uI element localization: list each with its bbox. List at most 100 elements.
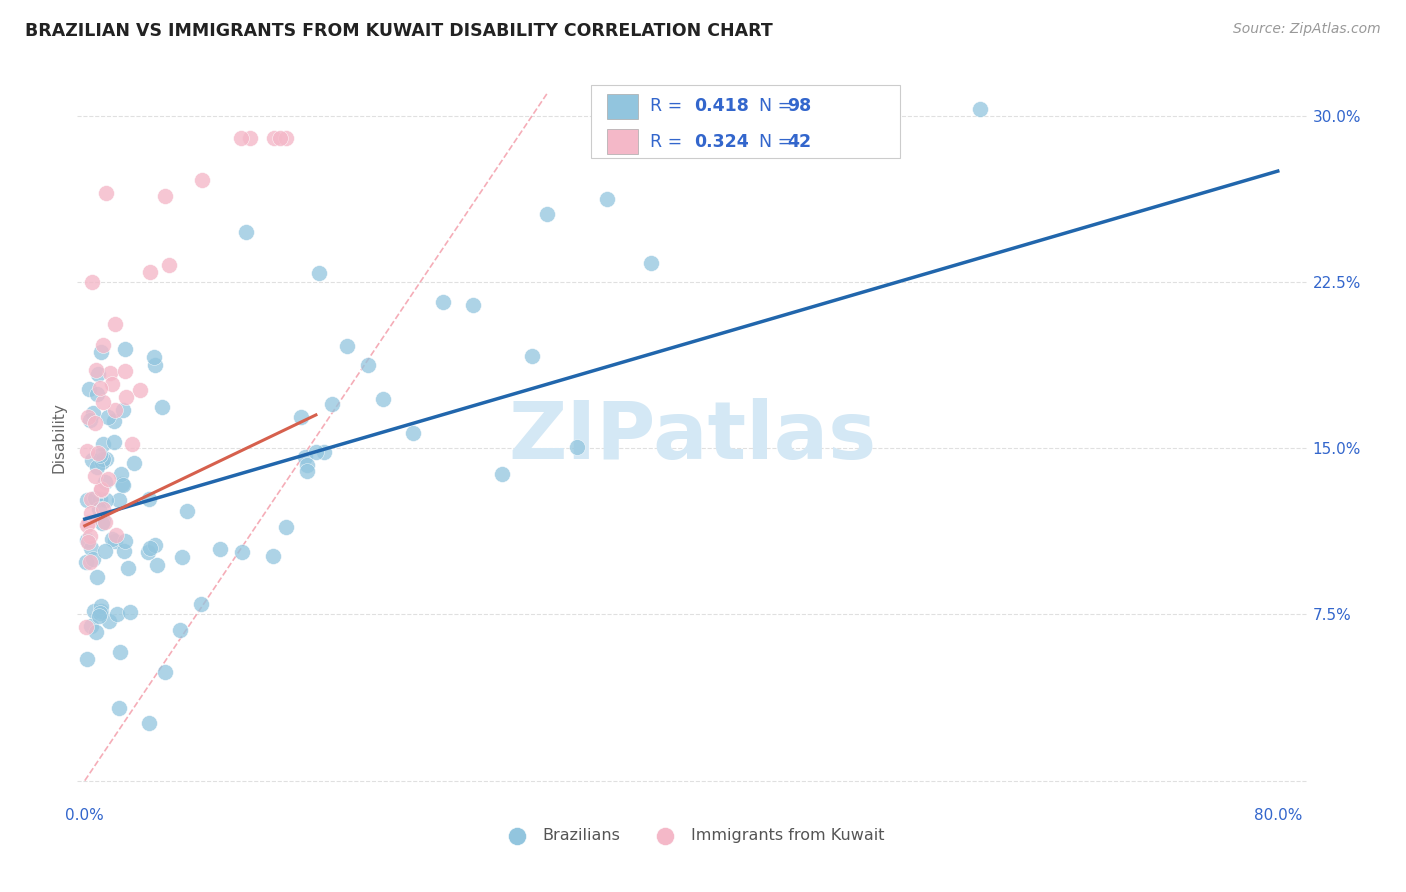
Point bbox=[336, 338, 359, 352]
Point bbox=[138, 545, 160, 559]
Point bbox=[76, 518, 98, 533]
Point bbox=[86, 446, 108, 460]
Point bbox=[103, 413, 125, 427]
Point bbox=[150, 401, 173, 415]
Point bbox=[155, 665, 177, 680]
Point bbox=[321, 397, 343, 411]
Point bbox=[77, 515, 100, 529]
Point bbox=[114, 342, 136, 356]
Text: 0.324: 0.324 bbox=[695, 133, 749, 151]
Point bbox=[80, 506, 103, 520]
Point bbox=[101, 532, 124, 546]
Point bbox=[117, 560, 139, 574]
Point bbox=[79, 555, 101, 569]
Text: N =: N = bbox=[748, 133, 797, 151]
Point bbox=[112, 402, 135, 417]
Text: N =: N = bbox=[748, 97, 797, 115]
Point bbox=[90, 483, 112, 498]
Point bbox=[169, 623, 191, 637]
Point bbox=[138, 492, 160, 507]
Point bbox=[86, 459, 108, 474]
Text: ZIPatlas: ZIPatlas bbox=[509, 398, 876, 476]
Point bbox=[94, 451, 117, 466]
Point bbox=[231, 131, 253, 145]
Text: 0.418: 0.418 bbox=[695, 97, 749, 115]
Point bbox=[108, 493, 131, 508]
Point bbox=[97, 472, 120, 486]
Point bbox=[118, 605, 141, 619]
Point bbox=[97, 410, 120, 425]
Point bbox=[312, 444, 335, 458]
Point bbox=[290, 410, 312, 425]
Point bbox=[90, 344, 112, 359]
Point bbox=[142, 350, 165, 364]
Point bbox=[520, 349, 543, 363]
Point bbox=[79, 413, 101, 427]
Point bbox=[83, 417, 105, 431]
Point bbox=[190, 597, 212, 611]
Point bbox=[103, 434, 125, 449]
Point bbox=[86, 367, 108, 381]
Point bbox=[86, 570, 108, 584]
Point bbox=[432, 295, 454, 310]
Point bbox=[80, 619, 103, 633]
Point bbox=[94, 492, 117, 507]
Y-axis label: Disability: Disability bbox=[52, 401, 67, 473]
Point bbox=[104, 534, 127, 549]
Point bbox=[94, 186, 117, 201]
Point bbox=[79, 528, 101, 542]
Point bbox=[94, 515, 117, 529]
Point bbox=[90, 455, 112, 469]
Point bbox=[82, 551, 104, 566]
Point bbox=[82, 275, 104, 289]
Point bbox=[297, 458, 319, 472]
Point bbox=[80, 452, 103, 467]
Point bbox=[93, 514, 115, 528]
Point bbox=[80, 491, 103, 506]
Point bbox=[274, 131, 297, 145]
Point bbox=[112, 544, 135, 558]
Point bbox=[105, 528, 128, 542]
Point bbox=[121, 437, 143, 451]
Point bbox=[114, 364, 136, 378]
Point bbox=[101, 376, 124, 391]
Point bbox=[93, 437, 115, 451]
Point bbox=[143, 358, 166, 372]
Point bbox=[297, 464, 319, 478]
Point bbox=[89, 492, 111, 507]
Legend: Brazilians, Immigrants from Kuwait: Brazilians, Immigrants from Kuwait bbox=[495, 822, 890, 850]
Point bbox=[108, 645, 131, 659]
Point bbox=[596, 192, 619, 206]
Text: 42: 42 bbox=[787, 133, 811, 151]
Point bbox=[122, 456, 145, 470]
Point bbox=[84, 469, 107, 483]
Point bbox=[114, 534, 136, 549]
Point bbox=[208, 541, 231, 556]
Point bbox=[86, 386, 108, 401]
Text: Source: ZipAtlas.com: Source: ZipAtlas.com bbox=[1233, 22, 1381, 37]
Point bbox=[176, 504, 198, 518]
Point bbox=[93, 475, 115, 489]
Point bbox=[91, 516, 114, 530]
Point bbox=[305, 444, 328, 458]
Point bbox=[129, 383, 152, 397]
Point bbox=[105, 607, 128, 621]
Point bbox=[269, 131, 291, 145]
Point bbox=[110, 467, 132, 481]
Point bbox=[80, 541, 103, 556]
Point bbox=[90, 482, 112, 496]
Point bbox=[90, 599, 112, 614]
Point bbox=[402, 426, 425, 441]
Point bbox=[104, 403, 127, 417]
Point bbox=[308, 266, 330, 280]
Point bbox=[536, 206, 558, 220]
Point bbox=[89, 609, 111, 624]
Point bbox=[262, 549, 284, 563]
Text: R =: R = bbox=[650, 97, 688, 115]
Point bbox=[91, 338, 114, 352]
Point bbox=[157, 258, 180, 272]
Point bbox=[138, 715, 160, 730]
Point bbox=[76, 493, 98, 508]
Point bbox=[83, 604, 105, 618]
Point bbox=[98, 615, 121, 629]
